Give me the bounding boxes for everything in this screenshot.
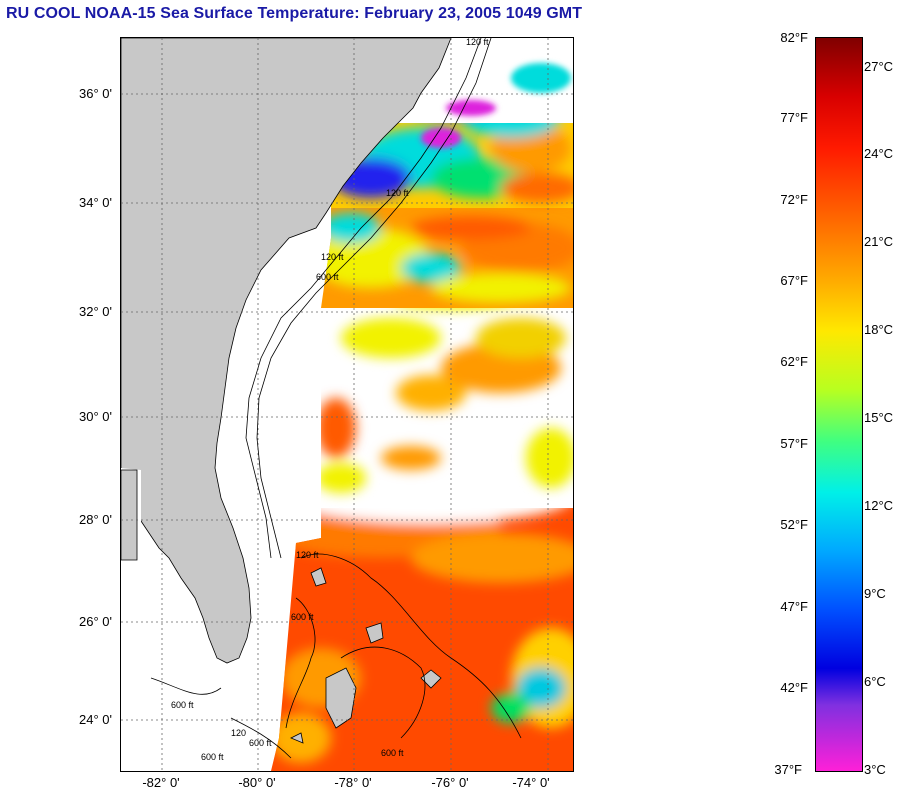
celsius-label: 18°C bbox=[864, 322, 894, 337]
lat-label: 30° 0' bbox=[79, 409, 112, 424]
contour-label: 600 ft bbox=[316, 272, 339, 282]
contour-label: 120 ft bbox=[321, 252, 344, 262]
page-title: RU COOL NOAA-15 Sea Surface Temperature:… bbox=[6, 5, 583, 22]
contour-label: 600 ft bbox=[381, 748, 404, 758]
contour-label: 120 ft bbox=[296, 550, 319, 560]
fahrenheit-label: 42°F bbox=[780, 680, 808, 695]
celsius-label: 21°C bbox=[864, 234, 894, 249]
contour-label: 600 ft bbox=[249, 738, 272, 748]
contour-label: 600 ft bbox=[171, 700, 194, 710]
fahrenheit-label: 67°F bbox=[780, 273, 808, 288]
fahrenheit-label: 82°F bbox=[780, 30, 808, 45]
sst-swath bbox=[271, 38, 573, 771]
lon-label: -74° 0' bbox=[512, 775, 550, 790]
sst-map: 120 ft 120 ft 600 ft 120 ft 120 ft 600 f… bbox=[120, 37, 574, 772]
celsius-label: 3°C bbox=[864, 762, 886, 777]
lon-label: -78° 0' bbox=[334, 775, 372, 790]
lat-label: 34° 0' bbox=[79, 195, 112, 210]
sst-map-graphic: 120 ft 120 ft 600 ft 120 ft 120 ft 600 f… bbox=[121, 38, 573, 771]
fahrenheit-label: 77°F bbox=[780, 110, 808, 125]
lon-label: -82° 0' bbox=[142, 775, 180, 790]
contour-label: 600 ft bbox=[201, 752, 224, 762]
lon-label: -80° 0' bbox=[238, 775, 276, 790]
contour-labels: 120 ft 120 ft 600 ft 120 ft 120 ft 600 f… bbox=[171, 38, 489, 762]
lon-label: -76° 0' bbox=[431, 775, 469, 790]
bahamas-islands bbox=[290, 567, 442, 744]
fahrenheit-label: 37°F bbox=[774, 762, 802, 777]
temperature-colorbar bbox=[815, 37, 863, 772]
celsius-label: 9°C bbox=[864, 586, 886, 601]
land-mass bbox=[121, 38, 452, 664]
celsius-label: 15°C bbox=[864, 410, 894, 425]
contour-label: 600 ft bbox=[291, 612, 314, 622]
lat-label: 28° 0' bbox=[79, 512, 112, 527]
fahrenheit-label: 52°F bbox=[780, 517, 808, 532]
contour-label: 120 ft bbox=[386, 188, 409, 198]
lat-label: 32° 0' bbox=[79, 304, 112, 319]
celsius-label: 27°C bbox=[864, 59, 894, 74]
grid-lines bbox=[121, 38, 573, 771]
celsius-label: 24°C bbox=[864, 146, 894, 161]
fahrenheit-label: 72°F bbox=[780, 192, 808, 207]
fahrenheit-label: 62°F bbox=[780, 354, 808, 369]
lat-label: 24° 0' bbox=[79, 712, 112, 727]
fahrenheit-label: 47°F bbox=[780, 599, 808, 614]
celsius-label: 6°C bbox=[864, 674, 886, 689]
bathymetry-contours bbox=[150, 38, 522, 759]
contour-label: 120 ft bbox=[466, 38, 489, 47]
lat-label: 36° 0' bbox=[79, 86, 112, 101]
lat-label: 26° 0' bbox=[79, 614, 112, 629]
contour-label: 120 bbox=[231, 728, 246, 738]
celsius-label: 12°C bbox=[864, 498, 894, 513]
fahrenheit-label: 57°F bbox=[780, 436, 808, 451]
